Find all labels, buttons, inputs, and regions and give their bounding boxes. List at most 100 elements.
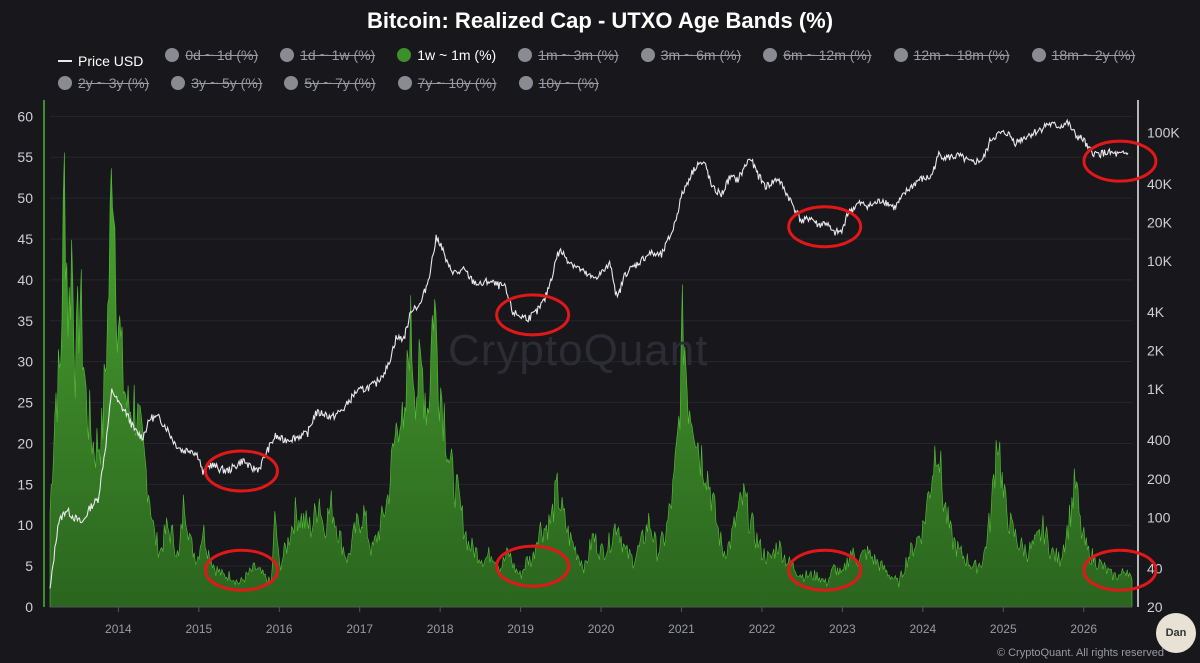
price-line-series (49, 118, 1129, 589)
legend-item[interactable]: Price USD (58, 50, 143, 72)
highlight-circle (495, 544, 571, 588)
legend-label: 1w ~ 1m (%) (417, 47, 497, 63)
y-left-tick-label: 25 (17, 395, 33, 411)
legend-label: 7y ~ 10y (%) (417, 75, 497, 91)
x-tick-label: 2025 (990, 622, 1017, 636)
legend-item[interactable]: 10y ~ (%) (518, 72, 599, 94)
x-tick-label: 2019 (507, 622, 534, 636)
legend-item[interactable]: 18m ~ 2y (%) (1031, 44, 1136, 66)
x-tick-label: 2023 (829, 622, 856, 636)
watermark: CryptoQuant (448, 326, 709, 375)
y-right-tick-label: 4K (1147, 304, 1165, 320)
chart-title: Bitcoin: Realized Cap - UTXO Age Bands (… (366, 8, 834, 33)
axes: 05101520253035404550556020401002004001K2… (17, 100, 1180, 636)
legend-item[interactable]: 0d ~ 1d (%) (165, 44, 258, 66)
legend-item[interactable]: 1m ~ 3m (%) (518, 44, 619, 66)
dot-swatch-icon (397, 48, 412, 62)
y-left-tick-label: 45 (17, 231, 33, 247)
y-left-tick-label: 5 (25, 558, 33, 574)
y-right-tick-label: 100K (1147, 125, 1180, 141)
legend-label: 3y ~ 5y (%) (191, 75, 263, 91)
y-left-tick-label: 35 (17, 313, 33, 329)
highlight-circle (787, 205, 863, 249)
legend-item[interactable]: 7y ~ 10y (%) (397, 72, 497, 94)
highlight-circle (787, 548, 863, 592)
band-area-series (49, 152, 1133, 608)
legend-item[interactable]: 6m ~ 12m (%) (763, 44, 872, 66)
x-tick-label: 2024 (909, 622, 936, 636)
y-right-tick-label: 100 (1147, 509, 1171, 525)
dot-swatch-icon (1031, 48, 1046, 62)
line-swatch-icon (58, 60, 72, 62)
y-right-tick-label: 10K (1147, 253, 1173, 269)
y-left-tick-label: 30 (17, 354, 33, 370)
dot-swatch-icon (58, 76, 72, 90)
y-left-tick-label: 60 (17, 108, 33, 124)
x-tick-label: 2015 (185, 622, 212, 636)
legend-label: 6m ~ 12m (%) (783, 47, 872, 63)
legend-item[interactable]: 12m ~ 18m (%) (893, 44, 1010, 66)
legend-label: 10y ~ (%) (538, 75, 599, 91)
legend-item[interactable]: 2y ~ 3y (%) (58, 72, 149, 94)
legend-item[interactable]: 3m ~ 6m (%) (640, 44, 742, 66)
legend-label: 0d ~ 1d (%) (185, 47, 259, 63)
y-right-tick-label: 40K (1147, 176, 1173, 192)
highlight-circle (203, 548, 279, 592)
highlight-circle (1082, 548, 1158, 592)
legend-label: 1d ~ 1w (%) (300, 47, 376, 63)
dot-swatch-icon (893, 48, 908, 62)
y-left-tick-label: 10 (17, 517, 33, 533)
price-layer (49, 118, 1129, 589)
y-right-tick-label: 2K (1147, 343, 1165, 359)
legend-label: 2y ~ 3y (%) (78, 75, 150, 91)
y-right-tick-label: 1K (1147, 381, 1165, 397)
author-badge: Dan (1156, 613, 1196, 653)
x-tick-label: 2020 (588, 622, 615, 636)
y-left-tick-label: 50 (17, 190, 33, 206)
legend-item[interactable]: 3y ~ 5y (%) (171, 72, 262, 94)
dot-swatch-icon (165, 48, 180, 62)
legend-label: 12m ~ 18m (%) (913, 47, 1010, 63)
dot-swatch-icon (397, 76, 412, 90)
dot-swatch-icon (171, 76, 186, 90)
legend-label: Price USD (78, 53, 144, 69)
grid (50, 115, 1132, 608)
dot-swatch-icon (284, 76, 299, 90)
x-tick-label: 2022 (749, 622, 776, 636)
y-right-tick-label: 20 (1147, 599, 1163, 615)
legend-item[interactable]: 1w ~ 1m (%) (397, 44, 496, 66)
y-right-tick-label: 200 (1147, 471, 1171, 487)
y-right-tick-label: 400 (1147, 432, 1171, 448)
legend: Price USD 0d ~ 1d (%) 1d ~ 1w (%) 1w ~ 1m (… (58, 44, 1168, 96)
dot-swatch-icon (518, 48, 533, 62)
highlight-circle (203, 449, 279, 493)
y-left-tick-label: 55 (17, 149, 33, 165)
legend-item[interactable]: 5y ~ 7y (%) (284, 72, 376, 94)
legend-label: 5y ~ 7y (%) (304, 75, 376, 91)
band-layer (49, 152, 1133, 608)
y-left-tick-label: 40 (17, 272, 33, 288)
y-left-tick-label: 20 (17, 435, 33, 451)
x-tick-label: 2018 (427, 622, 454, 636)
dot-swatch-icon (763, 48, 778, 62)
legend-label: 18m ~ 2y (%) (1051, 47, 1136, 63)
legend-item[interactable]: 1d ~ 1w (%) (280, 44, 375, 66)
highlight-circle (495, 293, 571, 337)
dot-swatch-icon (640, 48, 655, 62)
x-tick-label: 2014 (105, 622, 132, 636)
highlight-circle (1082, 139, 1158, 183)
x-tick-label: 2016 (266, 622, 293, 636)
dot-swatch-icon (518, 76, 533, 90)
legend-label: 1m ~ 3m (%) (538, 47, 619, 63)
dot-swatch-icon (280, 48, 295, 62)
copyright-credit: © CryptoQuant. All rights reserved (996, 647, 1164, 659)
annotation-circles (203, 139, 1158, 592)
x-tick-label: 2021 (668, 622, 695, 636)
y-right-tick-label: 20K (1147, 214, 1173, 230)
legend-label: 3m ~ 6m (%) (660, 47, 742, 63)
y-left-tick-label: 15 (17, 476, 33, 492)
x-tick-label: 2026 (1070, 622, 1097, 636)
x-tick-label: 2017 (346, 622, 373, 636)
y-left-tick-label: 0 (25, 599, 33, 615)
